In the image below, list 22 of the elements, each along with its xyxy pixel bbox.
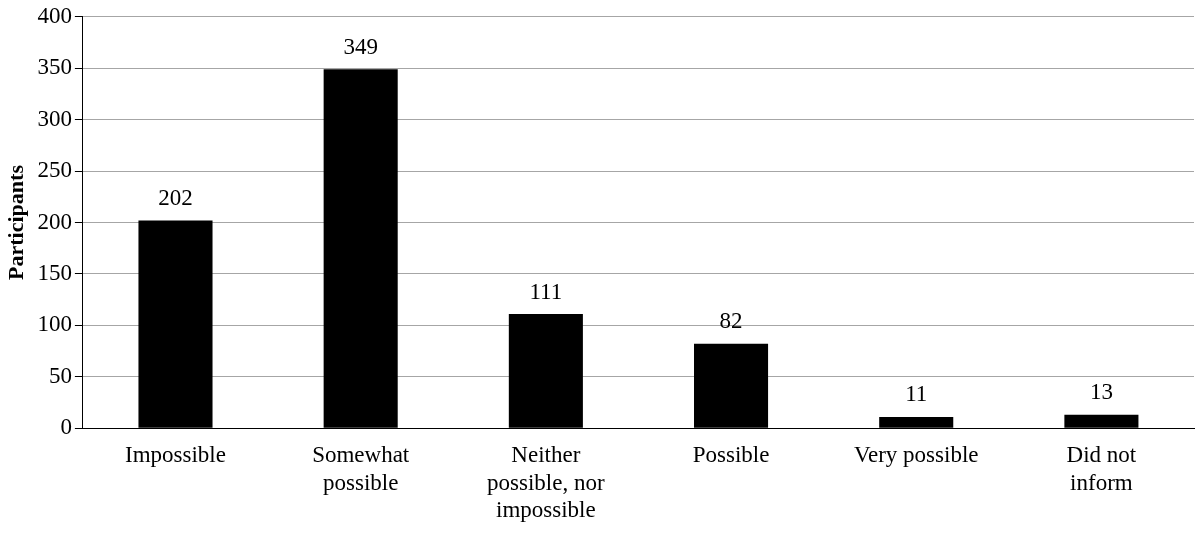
x-tick-label: Neither possible, nor impossible xyxy=(487,442,605,523)
data-label: 111 xyxy=(529,278,563,304)
y-tick-label: 300 xyxy=(37,105,72,131)
x-tick-label: Did not inform xyxy=(1066,442,1137,495)
y-tick-label: 100 xyxy=(37,311,72,337)
data-label: 11 xyxy=(905,381,928,407)
data-label: 202 xyxy=(158,184,193,210)
x-tick-label: Somewhat possible xyxy=(312,442,410,495)
y-tick-label: 250 xyxy=(37,157,72,183)
y-tick-label: 0 xyxy=(60,414,72,440)
data-label: 13 xyxy=(1089,379,1113,405)
x-tick-label: Possible xyxy=(692,442,770,468)
data-label: 349 xyxy=(343,33,378,59)
y-tick-label: 200 xyxy=(37,208,72,234)
x-tick-label: Very possible xyxy=(853,442,979,468)
x-tick-label: Impossible xyxy=(125,442,226,468)
y-tick-label: 50 xyxy=(48,362,72,388)
data-label: 82 xyxy=(719,308,743,334)
y-tick-label: 150 xyxy=(37,259,72,285)
y-axis-title: Participants xyxy=(2,164,28,280)
y-tick-label: 400 xyxy=(37,2,72,28)
y-tick-label: 350 xyxy=(37,54,72,80)
